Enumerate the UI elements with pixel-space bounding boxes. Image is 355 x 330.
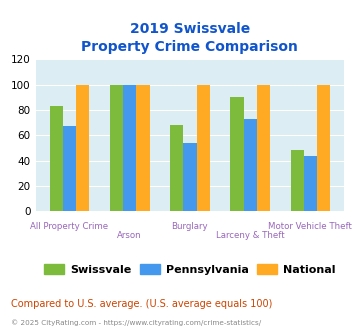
Bar <box>123 85 136 211</box>
Text: Burglary: Burglary <box>171 222 208 231</box>
Bar <box>317 85 330 211</box>
Bar <box>136 85 149 211</box>
Bar <box>170 125 183 211</box>
Bar <box>290 150 304 211</box>
Bar <box>110 85 123 211</box>
Text: Compared to U.S. average. (U.S. average equals 100): Compared to U.S. average. (U.S. average … <box>11 299 272 309</box>
Text: Arson: Arson <box>118 231 142 240</box>
Text: © 2025 CityRating.com - https://www.cityrating.com/crime-statistics/: © 2025 CityRating.com - https://www.city… <box>11 319 261 326</box>
Bar <box>63 126 76 211</box>
Bar <box>76 85 89 211</box>
Title: 2019 Swissvale
Property Crime Comparison: 2019 Swissvale Property Crime Comparison <box>82 22 298 54</box>
Bar <box>230 97 244 211</box>
Bar <box>304 155 317 211</box>
Bar <box>50 106 63 211</box>
Bar <box>257 85 270 211</box>
Bar <box>183 143 197 211</box>
Text: Motor Vehicle Theft: Motor Vehicle Theft <box>268 222 353 231</box>
Text: All Property Crime: All Property Crime <box>31 222 109 231</box>
Bar <box>244 119 257 211</box>
Bar <box>197 85 210 211</box>
Text: Larceny & Theft: Larceny & Theft <box>216 231 284 240</box>
Legend: Swissvale, Pennsylvania, National: Swissvale, Pennsylvania, National <box>40 259 340 279</box>
